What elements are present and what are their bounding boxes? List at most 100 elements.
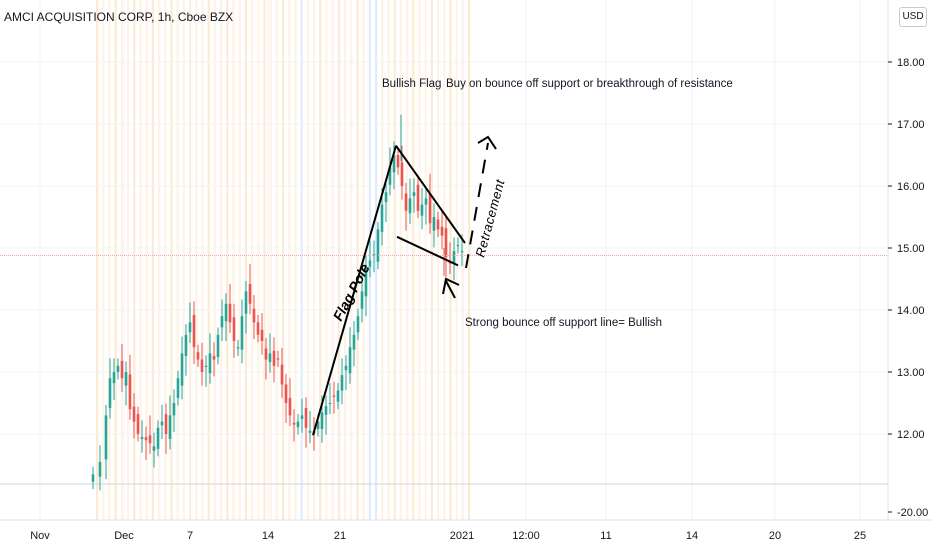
candle-body bbox=[344, 365, 348, 371]
session-stripe bbox=[393, 0, 396, 520]
candle-body bbox=[404, 193, 408, 211]
candle-body bbox=[324, 406, 328, 415]
session-stripe bbox=[461, 0, 464, 520]
session-stripe bbox=[151, 0, 154, 520]
candle-body bbox=[256, 322, 260, 335]
candle-body bbox=[112, 372, 116, 384]
price-tick-label: 12.00 bbox=[897, 429, 925, 441]
session-stripe bbox=[238, 0, 241, 520]
candle-body bbox=[224, 303, 228, 322]
session-stripe bbox=[344, 0, 347, 520]
time-tick-label: 2021 bbox=[450, 530, 474, 542]
candle-body bbox=[108, 378, 112, 408]
candle-body bbox=[372, 254, 376, 256]
price-tick-label: -20.00 bbox=[897, 507, 928, 519]
candle-body bbox=[252, 308, 256, 323]
session-stripe bbox=[244, 0, 247, 520]
session-stripe bbox=[164, 0, 167, 520]
time-tick-label: 7 bbox=[187, 530, 193, 542]
bounce-arrow-line bbox=[445, 280, 456, 299]
session-stripe bbox=[387, 0, 390, 520]
session-stripe bbox=[356, 0, 359, 520]
candle-body bbox=[104, 415, 108, 460]
session-stripe bbox=[331, 0, 334, 520]
candle-body bbox=[276, 358, 280, 360]
candle-body bbox=[308, 430, 312, 433]
candle-body bbox=[348, 347, 352, 374]
session-stripe bbox=[424, 0, 427, 520]
session-stripe bbox=[275, 0, 278, 520]
session-stripe bbox=[201, 0, 204, 520]
candle-body bbox=[128, 374, 132, 410]
candle-body bbox=[456, 244, 460, 247]
session-stripe bbox=[220, 0, 223, 520]
session-stripe bbox=[282, 0, 285, 520]
time-tick-label: 14 bbox=[262, 530, 274, 542]
session-stripe bbox=[269, 0, 272, 520]
session-stripe bbox=[232, 0, 235, 520]
candle-body bbox=[188, 322, 192, 333]
time-tick-label: 12:00 bbox=[512, 530, 540, 542]
candle-body bbox=[364, 266, 368, 297]
candle-body bbox=[240, 316, 244, 350]
session-stripe bbox=[120, 0, 123, 520]
session-stripe bbox=[251, 0, 254, 520]
candle-body bbox=[144, 437, 148, 441]
session-stripe bbox=[207, 0, 210, 520]
candle-body bbox=[200, 359, 204, 372]
session-stripe bbox=[455, 0, 458, 520]
session-stripe bbox=[406, 0, 409, 520]
session-stripe bbox=[381, 0, 384, 520]
retracement-arrow-head bbox=[477, 135, 497, 150]
candle-body bbox=[152, 446, 156, 451]
candle-body bbox=[244, 291, 248, 314]
candle-body bbox=[408, 198, 412, 214]
candle-body bbox=[288, 398, 292, 416]
candle-body bbox=[460, 251, 464, 253]
session-stripe bbox=[102, 0, 105, 520]
candle-body bbox=[352, 334, 356, 350]
session-stripe bbox=[294, 0, 297, 520]
session-stripe bbox=[127, 0, 130, 520]
session-stripe bbox=[96, 0, 99, 520]
candle-body bbox=[228, 303, 232, 323]
candle-body bbox=[392, 155, 396, 173]
candle-body bbox=[212, 355, 216, 360]
currency-button[interactable]: USD bbox=[899, 7, 927, 27]
candle-body bbox=[208, 353, 212, 374]
session-stripe bbox=[319, 0, 322, 520]
session-stripe bbox=[437, 0, 440, 520]
candle-body bbox=[440, 226, 444, 236]
session-stripe bbox=[313, 0, 316, 520]
flag-resistance-line bbox=[395, 145, 466, 244]
session-stripe bbox=[430, 0, 433, 520]
candle-body bbox=[360, 291, 364, 309]
candle-body bbox=[264, 348, 268, 360]
candle-body bbox=[400, 162, 404, 186]
annotation-buy-note: Buy on bounce off support or breakthroug… bbox=[446, 78, 733, 90]
retracement-label: Retracement bbox=[472, 177, 507, 259]
session-stripe bbox=[170, 0, 173, 520]
session-stripe bbox=[325, 0, 328, 520]
price-tick-label: 13.00 bbox=[897, 367, 925, 379]
candle-body bbox=[192, 314, 196, 348]
session-stripe bbox=[182, 0, 185, 520]
candle-body bbox=[164, 414, 168, 434]
candle-body bbox=[340, 375, 344, 391]
candle-body bbox=[356, 316, 360, 333]
candle-body bbox=[172, 403, 176, 416]
session-stripe bbox=[418, 0, 421, 520]
candle-body bbox=[284, 384, 288, 403]
candle-body bbox=[116, 365, 120, 372]
session-stripe bbox=[350, 0, 353, 520]
candle-body bbox=[300, 415, 304, 420]
session-stripe bbox=[263, 0, 266, 520]
session-stripe bbox=[108, 0, 111, 520]
session-stripe bbox=[176, 0, 179, 520]
session-stripe bbox=[145, 0, 148, 520]
candle-body bbox=[132, 406, 136, 422]
price-tick-label: 16.00 bbox=[897, 181, 925, 193]
candle-body bbox=[432, 217, 436, 231]
